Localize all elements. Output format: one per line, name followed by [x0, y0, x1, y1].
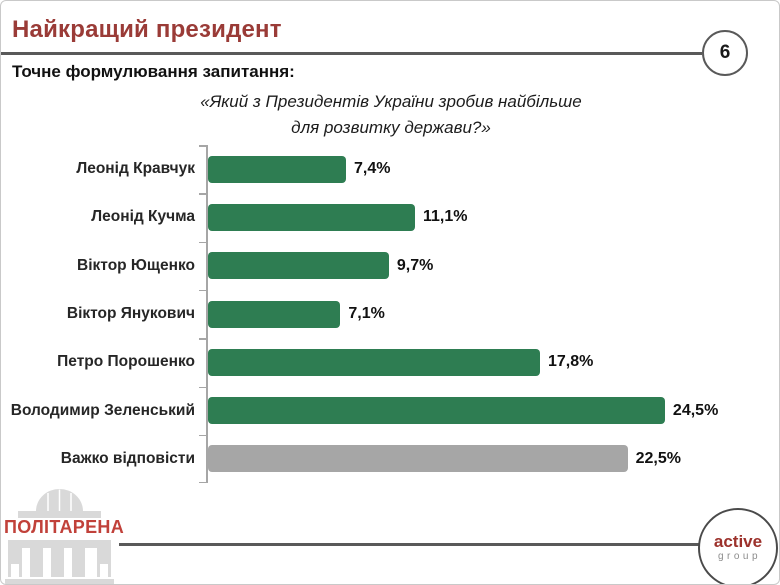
- category-label: Петро Порошенко: [57, 353, 195, 371]
- axis-tick: [199, 481, 206, 484]
- axis-tick: [199, 193, 206, 195]
- category-label: Віктор Янукович: [66, 305, 195, 323]
- politarena-logo-text: ПОЛІТАРЕНА: [4, 517, 124, 537]
- value-label: 7,4%: [354, 160, 391, 178]
- value-label: 9,7%: [396, 256, 434, 274]
- axis-tick: [199, 338, 206, 340]
- active-group-logo-line1: active: [713, 532, 763, 551]
- page-number: 6: [719, 42, 731, 63]
- bar: [208, 252, 389, 280]
- chart-row: Віктор Ющенко 9,7%: [1, 242, 779, 290]
- plot-cell: 17,8%: [206, 348, 779, 376]
- category-label: Леонід Кучма: [91, 208, 195, 226]
- question-text: «Який з Президентів України зробив найбі…: [1, 89, 779, 141]
- bar: [208, 397, 665, 425]
- page-number-badge: 6: [702, 30, 748, 76]
- value-label: 11,1%: [423, 208, 468, 226]
- plot-cell: 22,5%: [206, 445, 779, 473]
- plot-cell: 7,1%: [206, 300, 779, 328]
- page-title: Найкращий президент: [12, 16, 282, 43]
- plot-cell: 24,5%: [206, 397, 779, 425]
- plot-cell: 7,4%: [206, 155, 779, 183]
- bar: [208, 348, 540, 376]
- chart-rows: Леонід Кравчук 7,4% Леонід Кучма 11,1% Вікто…: [1, 145, 779, 483]
- question-line-2: для розвитку держави?»: [291, 118, 491, 137]
- footer-divider: [119, 543, 699, 546]
- bar-chart: Леонід Кравчук 7,4% Леонід Кучма 11,1% Вікто…: [1, 145, 779, 484]
- chart-row: Володимир Зеленський 24,5%: [1, 386, 779, 434]
- chart-row: Важко відповісти 22,5%: [1, 435, 779, 483]
- axis-tick: [199, 241, 206, 244]
- category-label: Важко відповісти: [60, 449, 195, 467]
- bar: [208, 300, 341, 328]
- chart-row: Петро Порошенко 17,8%: [1, 338, 779, 386]
- bar: [208, 445, 628, 473]
- value-label: 24,5%: [672, 401, 719, 419]
- value-label: 17,8%: [547, 353, 594, 371]
- y-axis-line: [206, 145, 208, 483]
- plot-cell: 11,1%: [206, 203, 779, 231]
- chart-row: Віктор Янукович 7,1%: [1, 290, 779, 338]
- politarena-building-icon: [5, 489, 114, 584]
- question-label: Точне формулювання запитання:: [12, 62, 295, 81]
- axis-tick: [199, 386, 206, 388]
- active-group-logo: active group: [698, 508, 778, 584]
- bar: [208, 155, 346, 183]
- category-label: Леонід Кравчук: [76, 160, 195, 178]
- bar: [208, 203, 415, 231]
- chart-row: Леонід Кравчук 7,4%: [1, 145, 779, 193]
- value-label: 22,5%: [635, 449, 681, 467]
- question-line-1: «Який з Президентів України зробив найбі…: [200, 92, 582, 111]
- category-label: Віктор Ющенко: [77, 256, 195, 274]
- axis-tick: [199, 289, 206, 292]
- plot-cell: 9,7%: [206, 252, 779, 280]
- header-divider: [1, 52, 702, 55]
- category-label: Володимир Зеленський: [10, 401, 195, 419]
- value-label: 7,1%: [348, 305, 385, 323]
- axis-tick: [199, 434, 206, 437]
- active-group-logo-line2: group: [717, 551, 762, 562]
- chart-row: Леонід Кучма 11,1%: [1, 193, 779, 241]
- axis-tick: [199, 145, 206, 147]
